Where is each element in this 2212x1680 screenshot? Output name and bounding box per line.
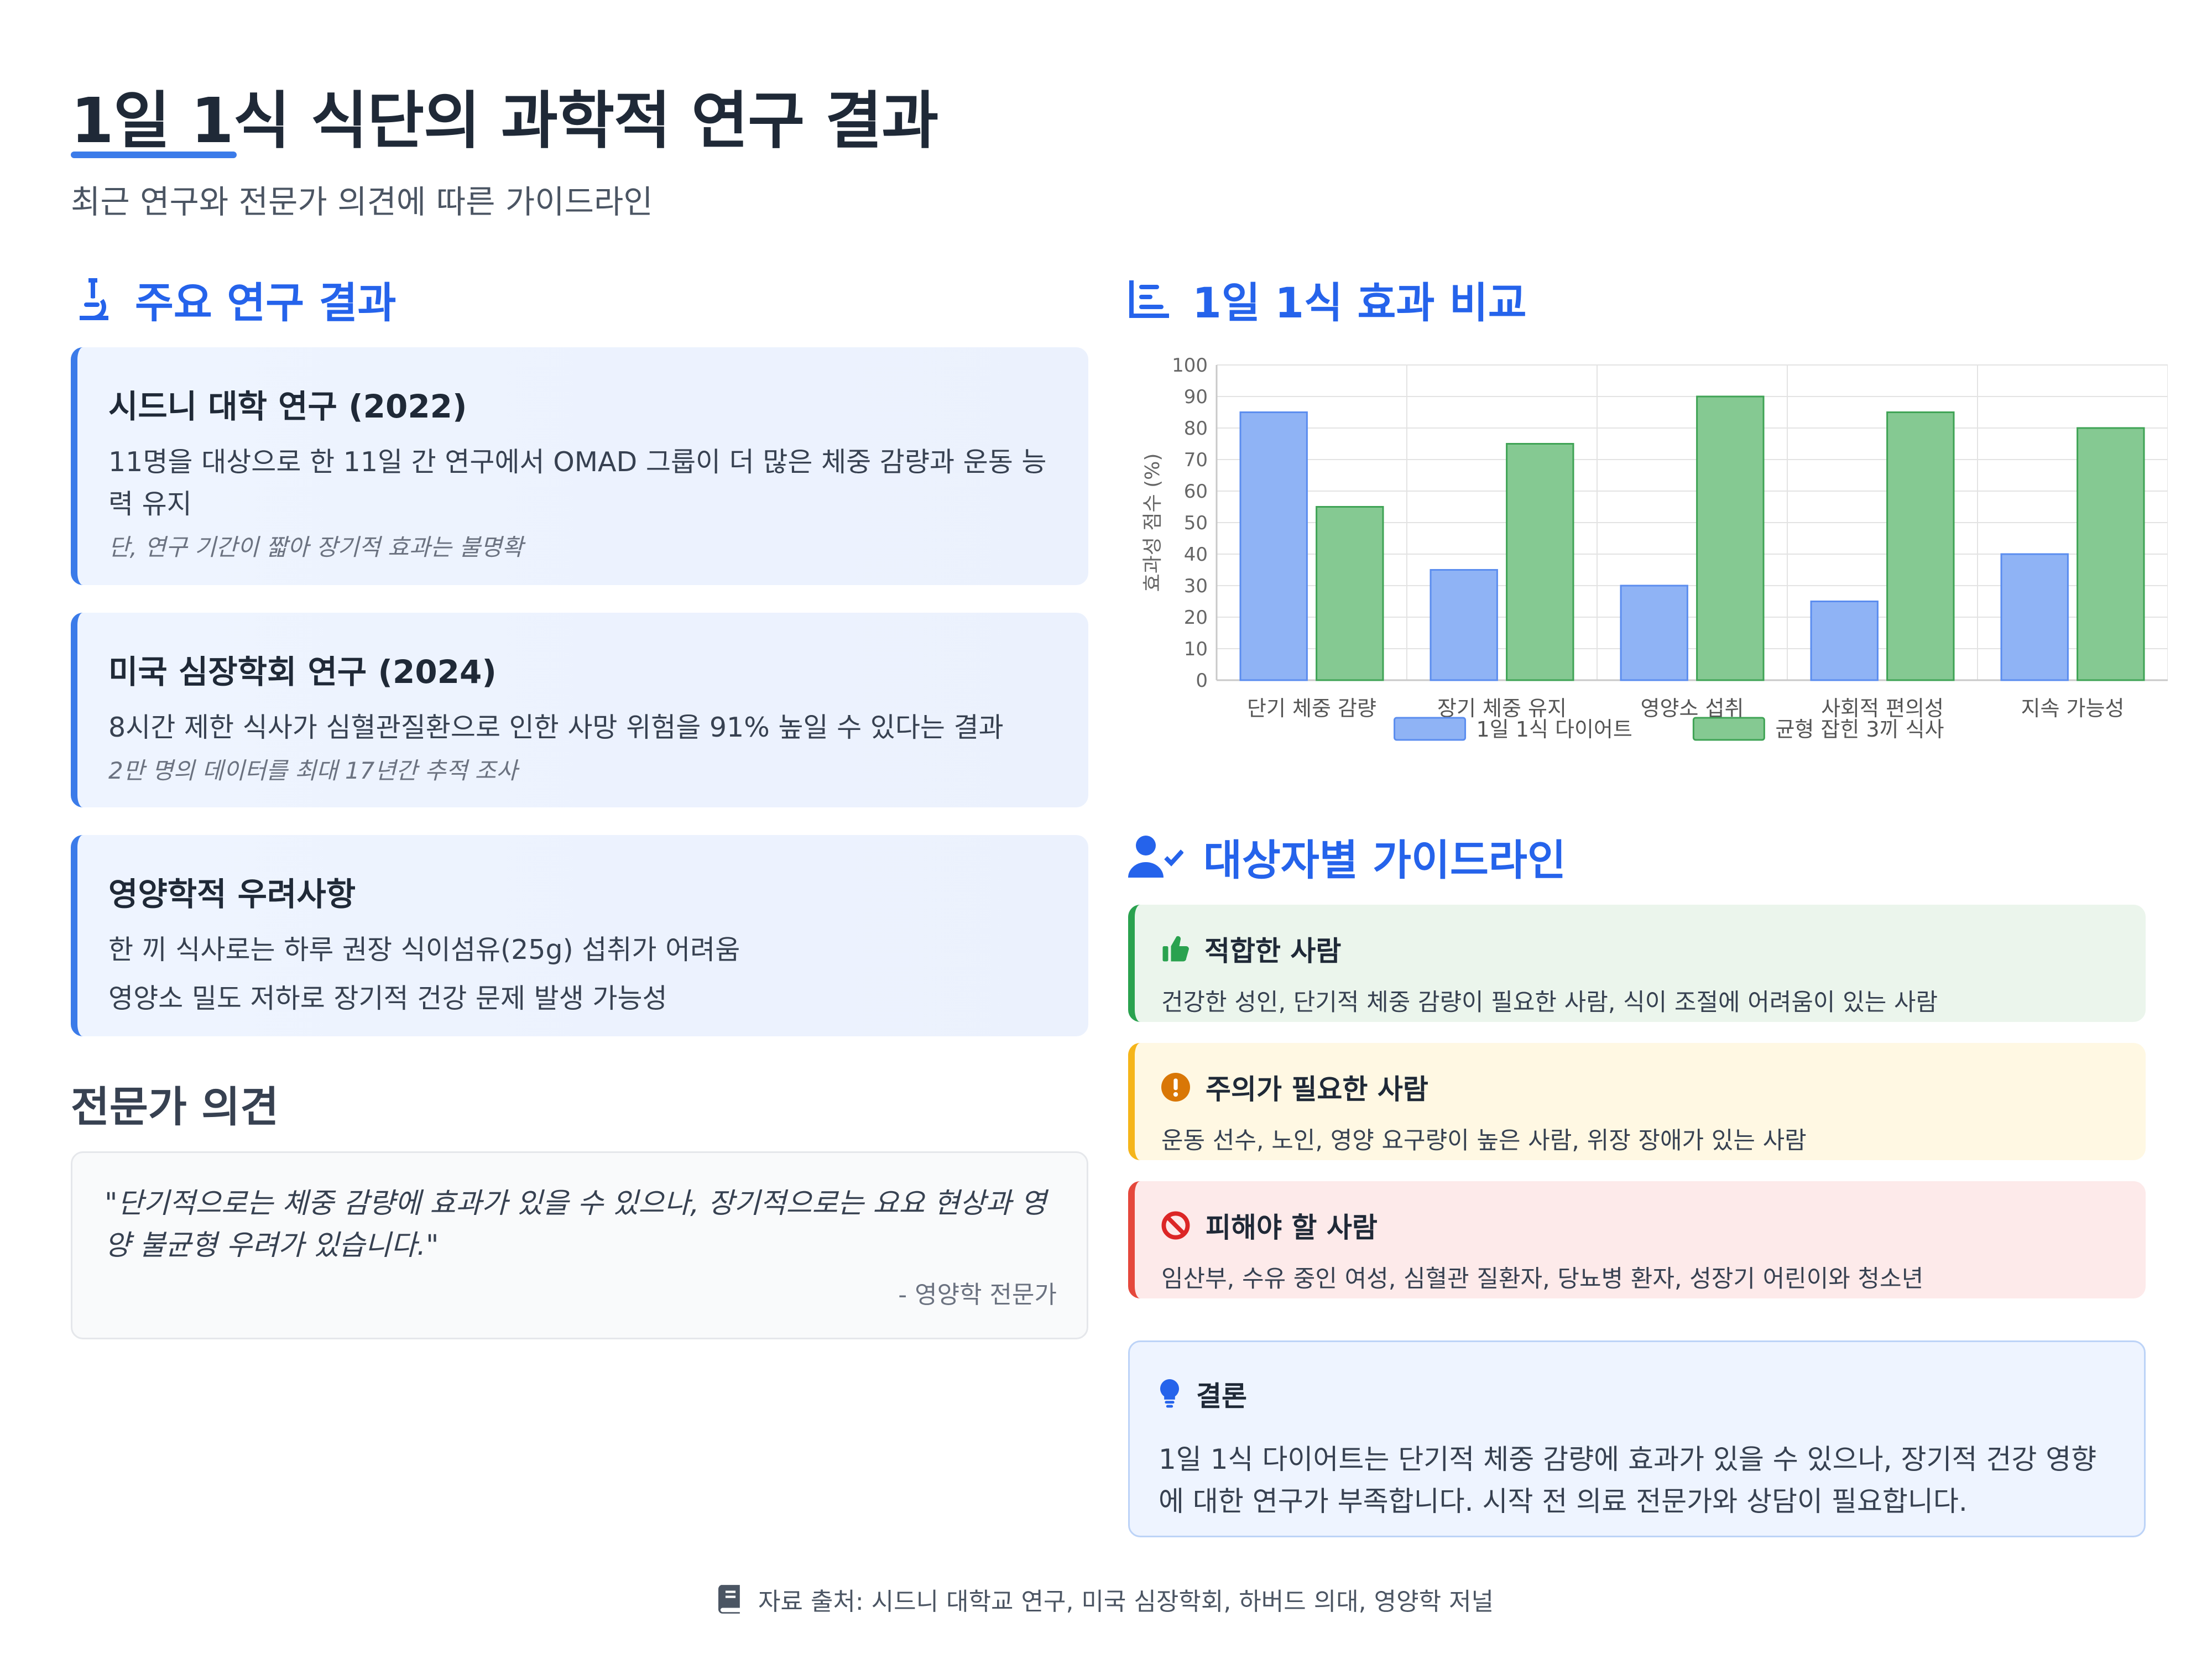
lightbulb-icon xyxy=(1160,1379,1180,1408)
study-card-body: 한 끼 식사로는 하루 권장 식이섬유(25g) 섭취가 어려움 xyxy=(108,934,740,966)
x-tick-label: 영양소 섭취 xyxy=(1641,696,1744,721)
y-tick-label: 10 xyxy=(1184,638,1208,660)
research-section-label: 주요 연구 결과 xyxy=(135,278,397,327)
ban-icon xyxy=(1161,1211,1190,1240)
guideline-body: 임산부, 수유 중인 여성, 심혈관 질환자, 당뇨병 환자, 성장기 어린이와… xyxy=(1161,1265,1924,1293)
bar xyxy=(1239,411,1308,681)
expert-quote: "단기적으로는 체중 감량에 효과가 있을 수 있으나, 장기적으로는 요요 현… xyxy=(105,1187,1047,1262)
study-card-note: 단, 연구 기간이 짧아 장기적 효과는 불명확 xyxy=(108,534,524,561)
x-tick-label: 지속 가능성 xyxy=(2021,696,2125,721)
legend-label: 균형 잡힌 3끼 식사 xyxy=(1775,717,1944,742)
bar xyxy=(1620,585,1688,681)
study-card-body: 8시간 제한 식사가 심혈관질환으로 인한 사망 위험을 91% 높일 수 있다… xyxy=(108,712,1004,743)
expert-author: - 영양학 전문가 xyxy=(898,1281,1057,1309)
y-tick-label: 80 xyxy=(1184,418,1208,440)
conclusion-title: 결론 xyxy=(1196,1380,1247,1412)
guideline-card-caution: 주의가 필요한 사람 운동 선수, 노인, 영양 요구량이 높은 사람, 위장 … xyxy=(1128,1043,2146,1160)
user-check-icon xyxy=(1128,836,1183,878)
bar xyxy=(2077,427,2145,681)
bar xyxy=(1696,395,1765,681)
study-card-title: 영양학적 우려사항 xyxy=(108,875,356,913)
guideline-title: 주의가 필요한 사람 xyxy=(1206,1073,1428,1105)
y-tick-label: 40 xyxy=(1184,544,1208,566)
guideline-title: 적합한 사람 xyxy=(1204,935,1342,967)
legend-label: 1일 1식 다이어트 xyxy=(1477,717,1632,742)
study-card-title: 시드니 대학 연구 (2022) xyxy=(108,388,467,425)
y-tick-label: 20 xyxy=(1184,607,1208,629)
y-tick-label: 50 xyxy=(1184,512,1208,534)
bar xyxy=(1506,443,1574,681)
microscope-icon xyxy=(80,278,108,320)
guideline-section-title: 대상자별 가이드라인 xyxy=(1128,826,1566,887)
study-card-nutrition: 영양학적 우려사항 한 끼 식사로는 하루 권장 식이섬유(25g) 섭취가 어… xyxy=(71,835,1088,1036)
chart-bar-icon xyxy=(1129,280,1169,318)
footer-source-text: 자료 출처: 시드니 대학교 연구, 미국 심장학회, 하버드 의대, 영양학 … xyxy=(758,1588,1494,1616)
guideline-title: 피해야 할 사람 xyxy=(1206,1212,1378,1244)
guideline-body: 운동 선수, 노인, 영양 요구량이 높은 사람, 위장 장애가 있는 사람 xyxy=(1161,1127,1807,1155)
guideline-section-label: 대상자별 가이드라인 xyxy=(1203,836,1566,885)
bar xyxy=(1316,506,1384,681)
y-tick-label: 0 xyxy=(1196,670,1208,692)
legend-swatch xyxy=(1394,717,1467,741)
exclamation-icon xyxy=(1161,1073,1190,1102)
comparison-section-label: 1일 1식 효과 비교 xyxy=(1192,278,1527,327)
book-icon xyxy=(718,1585,740,1614)
conclusion-body: 1일 1식 다이어트는 단기적 체중 감량에 효과가 있을 수 있으나, 장기적… xyxy=(1159,1443,2097,1517)
research-section-title: 주요 연구 결과 xyxy=(71,269,396,330)
guideline-card-suitable: 적합한 사람 건강한 성인, 단기적 체중 감량이 필요한 사람, 식이 조절에… xyxy=(1128,905,2146,1022)
study-card-title: 미국 심장학회 연구 (2024) xyxy=(108,653,497,691)
y-tick-label: 100 xyxy=(1172,354,1208,377)
title-underline xyxy=(71,152,237,158)
footer: 자료 출처: 시드니 대학교 연구, 미국 심장학회, 하버드 의대, 영양학 … xyxy=(0,1582,2212,1617)
bar xyxy=(2000,553,2069,681)
bar xyxy=(1430,569,1498,681)
x-tick-label: 장기 체중 유지 xyxy=(1437,696,1567,721)
y-tick-label: 60 xyxy=(1184,481,1208,503)
x-tick-label: 사회적 편의성 xyxy=(1821,696,1944,721)
bar xyxy=(1810,601,1879,681)
y-tick-label: 30 xyxy=(1184,575,1208,597)
page-subtitle: 최근 연구와 전문가 의견에 따른 가이드라인 xyxy=(71,183,653,221)
x-tick-label: 단기 체중 감량 xyxy=(1247,696,1376,721)
y-tick-label: 90 xyxy=(1184,386,1208,408)
study-card-body: 영양소 밀도 저하로 장기적 건강 문제 발생 가능성 xyxy=(108,983,667,1014)
study-card-note: 2만 명의 데이터를 최대 17년간 추적 조사 xyxy=(108,757,518,784)
comparison-section-title: 1일 1식 효과 비교 xyxy=(1128,269,1527,330)
expert-quote-box: "단기적으로는 체중 감량에 효과가 있을 수 있으나, 장기적으로는 요요 현… xyxy=(71,1151,1088,1339)
legend-swatch xyxy=(1692,717,1765,741)
comparison-bar-chart: 0 10 20 30 40 50 60 70 80 90 100 단기 체중 감량 장기 체중 유지 영양… xyxy=(1141,354,2168,742)
guideline-card-avoid: 피해야 할 사람 임산부, 수유 중인 여성, 심혈관 질환자, 당뇨병 환자,… xyxy=(1128,1181,2146,1298)
bar xyxy=(1886,411,1955,681)
page-title: 1일 1식 식단의 과학적 연구 결과 xyxy=(71,85,938,157)
guideline-body: 건강한 성인, 단기적 체중 감량이 필요한 사람, 식이 조절에 어려움이 있… xyxy=(1161,989,1938,1016)
study-card-body: 11명을 대상으로 한 11일 간 연구에서 OMAD 그룹이 더 많은 체중 … xyxy=(108,446,1047,520)
study-card-sydney: 시드니 대학 연구 (2022) 11명을 대상으로 한 11일 간 연구에서 … xyxy=(71,347,1088,585)
y-tick-label: 70 xyxy=(1184,449,1208,471)
y-axis-label: 효과성 점수 (%) xyxy=(1141,453,1164,592)
study-card-aha: 미국 심장학회 연구 (2024) 8시간 제한 식사가 심혈관질환으로 인한 … xyxy=(71,613,1088,807)
conclusion-box: 결론 1일 1식 다이어트는 단기적 체중 감량에 효과가 있을 수 있으나, … xyxy=(1128,1340,2146,1537)
expert-section-title: 전문가 의견 xyxy=(71,1082,279,1131)
thumbs-up-icon xyxy=(1162,936,1189,962)
